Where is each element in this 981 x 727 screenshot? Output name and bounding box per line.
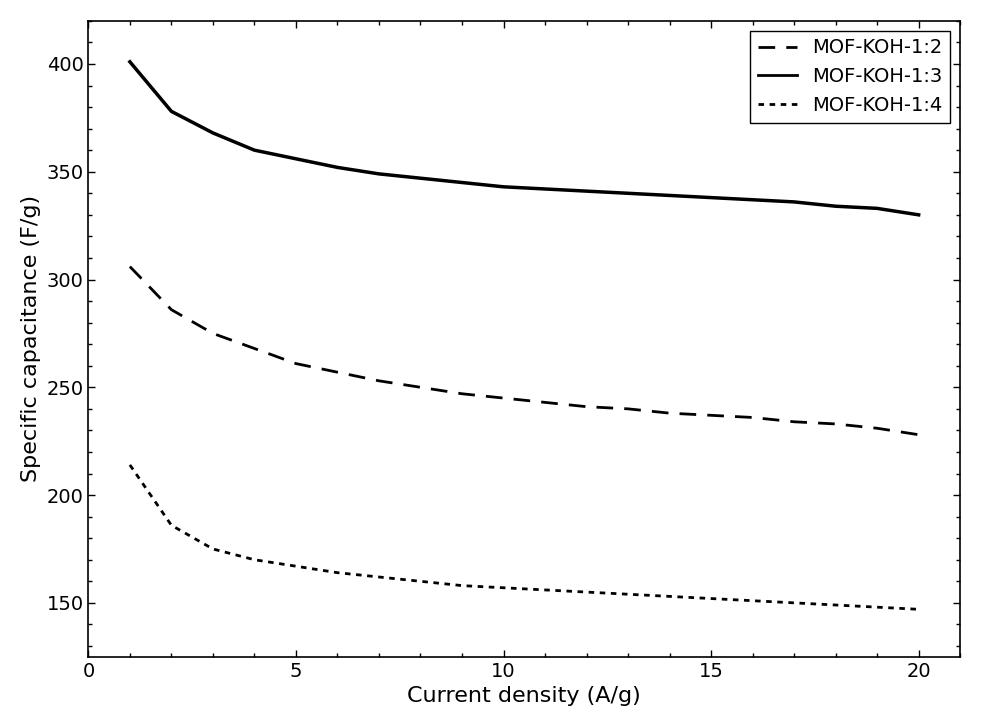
MOF-KOH-1:2 [747,413,758,422]
MOF-KOH-1:2 [207,329,219,338]
MOF-KOH-1:2 [788,417,800,426]
MOF-KOH-1:3 [415,174,427,182]
MOF-KOH-1:3 [248,146,260,155]
MOF-KOH-1:4 [540,585,551,594]
MOF-KOH-1:4 [622,590,634,598]
MOF-KOH-1:2 [373,377,385,385]
MOF-KOH-1:4 [497,583,509,592]
MOF-KOH-1:4 [332,569,343,577]
Legend: MOF-KOH-1:2, MOF-KOH-1:3, MOF-KOH-1:4: MOF-KOH-1:2, MOF-KOH-1:3, MOF-KOH-1:4 [750,31,951,123]
MOF-KOH-1:3 [540,185,551,193]
MOF-KOH-1:3 [332,163,343,172]
MOF-KOH-1:3 [290,154,302,163]
MOF-KOH-1:2 [622,404,634,413]
MOF-KOH-1:2 [705,411,717,419]
MOF-KOH-1:3 [788,198,800,206]
MOF-KOH-1:4 [456,582,468,590]
X-axis label: Current density (A/g): Current density (A/g) [407,686,642,706]
Line: MOF-KOH-1:4: MOF-KOH-1:4 [129,465,918,609]
MOF-KOH-1:4 [373,573,385,582]
MOF-KOH-1:2 [248,344,260,353]
MOF-KOH-1:3 [581,187,593,196]
MOF-KOH-1:3 [830,202,842,211]
MOF-KOH-1:2 [290,359,302,368]
Y-axis label: Specific capacitance (F/g): Specific capacitance (F/g) [21,196,41,482]
MOF-KOH-1:2 [497,394,509,403]
MOF-KOH-1:4 [290,562,302,571]
MOF-KOH-1:4 [788,598,800,607]
MOF-KOH-1:4 [747,596,758,605]
MOF-KOH-1:3 [622,189,634,198]
MOF-KOH-1:4 [415,577,427,586]
MOF-KOH-1:2 [166,305,178,314]
MOF-KOH-1:4 [207,545,219,553]
MOF-KOH-1:2 [871,424,883,433]
MOF-KOH-1:3 [456,178,468,187]
MOF-KOH-1:3 [207,129,219,137]
MOF-KOH-1:2 [664,409,676,417]
MOF-KOH-1:3 [497,182,509,191]
MOF-KOH-1:4 [166,521,178,529]
MOF-KOH-1:2 [830,419,842,428]
MOF-KOH-1:4 [830,601,842,609]
MOF-KOH-1:4 [581,587,593,596]
Line: MOF-KOH-1:2: MOF-KOH-1:2 [129,267,918,435]
MOF-KOH-1:2 [581,402,593,411]
MOF-KOH-1:4 [248,555,260,564]
MOF-KOH-1:3 [871,204,883,213]
MOF-KOH-1:4 [871,603,883,611]
MOF-KOH-1:3 [166,107,178,116]
MOF-KOH-1:4 [705,594,717,603]
MOF-KOH-1:3 [124,57,135,66]
MOF-KOH-1:3 [747,196,758,204]
MOF-KOH-1:4 [912,605,924,614]
MOF-KOH-1:2 [332,368,343,377]
Line: MOF-KOH-1:3: MOF-KOH-1:3 [129,62,918,215]
MOF-KOH-1:3 [664,191,676,200]
MOF-KOH-1:3 [705,193,717,202]
MOF-KOH-1:2 [456,390,468,398]
MOF-KOH-1:2 [415,383,427,392]
MOF-KOH-1:2 [912,430,924,439]
MOF-KOH-1:3 [912,211,924,220]
MOF-KOH-1:4 [124,460,135,469]
MOF-KOH-1:2 [540,398,551,406]
MOF-KOH-1:2 [124,262,135,271]
MOF-KOH-1:4 [664,592,676,601]
MOF-KOH-1:3 [373,169,385,178]
